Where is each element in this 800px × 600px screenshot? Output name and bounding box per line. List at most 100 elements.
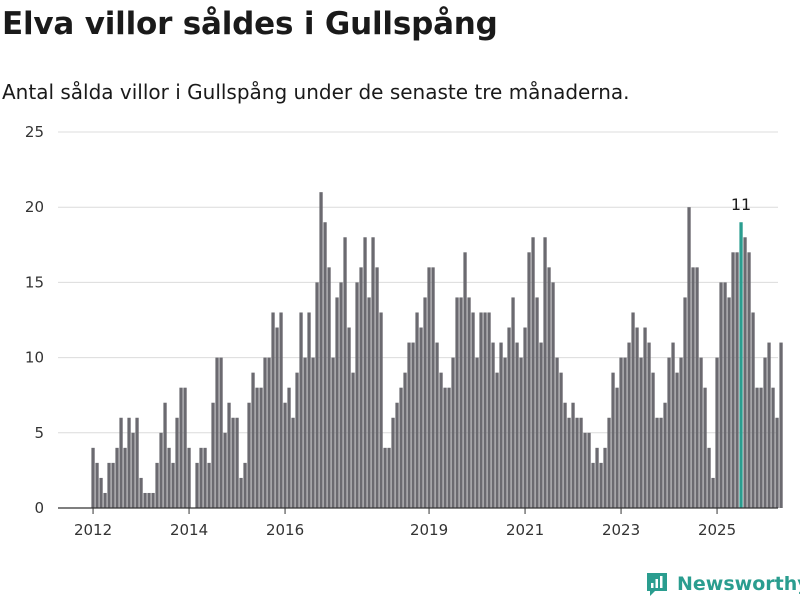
bar — [259, 387, 263, 508]
bar — [511, 297, 515, 508]
bar — [335, 297, 339, 508]
bar — [379, 312, 383, 508]
bar — [679, 357, 683, 508]
bar — [327, 267, 331, 508]
bar — [295, 372, 299, 508]
bar — [187, 447, 191, 508]
bar — [599, 462, 603, 508]
bar — [395, 402, 399, 508]
bar — [123, 447, 127, 508]
x-tick-label: 2021 — [506, 521, 544, 539]
bar — [547, 267, 551, 508]
bar — [399, 387, 403, 508]
bar — [663, 402, 667, 508]
bar — [423, 297, 427, 508]
bar — [751, 312, 755, 508]
bar — [227, 402, 231, 508]
bar — [131, 432, 135, 508]
bar — [355, 282, 359, 508]
bar — [443, 387, 447, 508]
chart-title: Elva villor såldes i Gullspång — [2, 6, 498, 42]
bar — [247, 402, 251, 508]
y-tick-label: 20 — [25, 198, 44, 216]
bar — [239, 477, 243, 508]
bar — [735, 252, 739, 508]
bar — [151, 492, 155, 508]
bar — [307, 312, 311, 508]
bar — [771, 387, 775, 508]
bar — [155, 462, 159, 508]
bar — [519, 357, 523, 508]
bar — [419, 327, 423, 508]
bar — [315, 282, 319, 508]
bar — [351, 372, 355, 508]
bar — [683, 297, 687, 508]
bar — [175, 417, 179, 508]
bar — [455, 297, 459, 508]
bar — [91, 447, 95, 508]
bar — [559, 372, 563, 508]
bar — [675, 372, 679, 508]
highlight-annotation: 11 — [731, 195, 751, 214]
bar — [119, 417, 123, 508]
bar — [699, 357, 703, 508]
bar — [467, 297, 471, 508]
bar — [331, 357, 335, 508]
bar — [515, 342, 519, 508]
bar — [623, 357, 627, 508]
bar — [503, 357, 507, 508]
bar — [607, 417, 611, 508]
bar — [147, 492, 151, 508]
bar — [319, 192, 323, 508]
x-tick-label: 2023 — [602, 521, 640, 539]
bar — [143, 492, 147, 508]
bar — [647, 342, 651, 508]
bar — [411, 342, 415, 508]
bar — [475, 357, 479, 508]
bar — [215, 357, 219, 508]
bar — [543, 237, 547, 508]
bar — [99, 477, 103, 508]
bar — [779, 342, 783, 508]
bar — [431, 267, 435, 508]
x-tick-label: 2012 — [74, 521, 112, 539]
bar-highlight — [739, 222, 743, 509]
bar — [491, 342, 495, 508]
bar — [347, 327, 351, 508]
chart-subtitle: Antal sålda villor i Gullspång under de … — [2, 80, 630, 104]
bar — [207, 462, 211, 508]
bar — [111, 462, 115, 508]
bar — [643, 327, 647, 508]
bar — [195, 462, 199, 508]
bar — [711, 477, 715, 508]
bar — [435, 342, 439, 508]
bar — [479, 312, 483, 508]
bar — [483, 312, 487, 508]
bar — [251, 372, 255, 508]
bar — [615, 387, 619, 508]
y-tick-label: 5 — [34, 424, 44, 442]
y-tick-label: 10 — [25, 349, 44, 367]
bar — [723, 282, 727, 508]
bar — [439, 372, 443, 508]
bar — [407, 342, 411, 508]
bar — [127, 417, 131, 508]
bar — [535, 297, 539, 508]
bar — [759, 387, 763, 508]
bar — [691, 267, 695, 508]
bar — [183, 387, 187, 508]
bar — [291, 417, 295, 508]
bar — [499, 342, 503, 508]
bar — [343, 237, 347, 508]
bar — [775, 417, 779, 508]
bar — [139, 477, 143, 508]
bar — [571, 402, 575, 508]
bar — [363, 237, 367, 508]
newsworthy-logo-icon — [647, 573, 667, 596]
bar — [591, 462, 595, 508]
bar — [447, 387, 451, 508]
bar — [403, 372, 407, 508]
bar — [639, 357, 643, 508]
bar — [555, 357, 559, 508]
